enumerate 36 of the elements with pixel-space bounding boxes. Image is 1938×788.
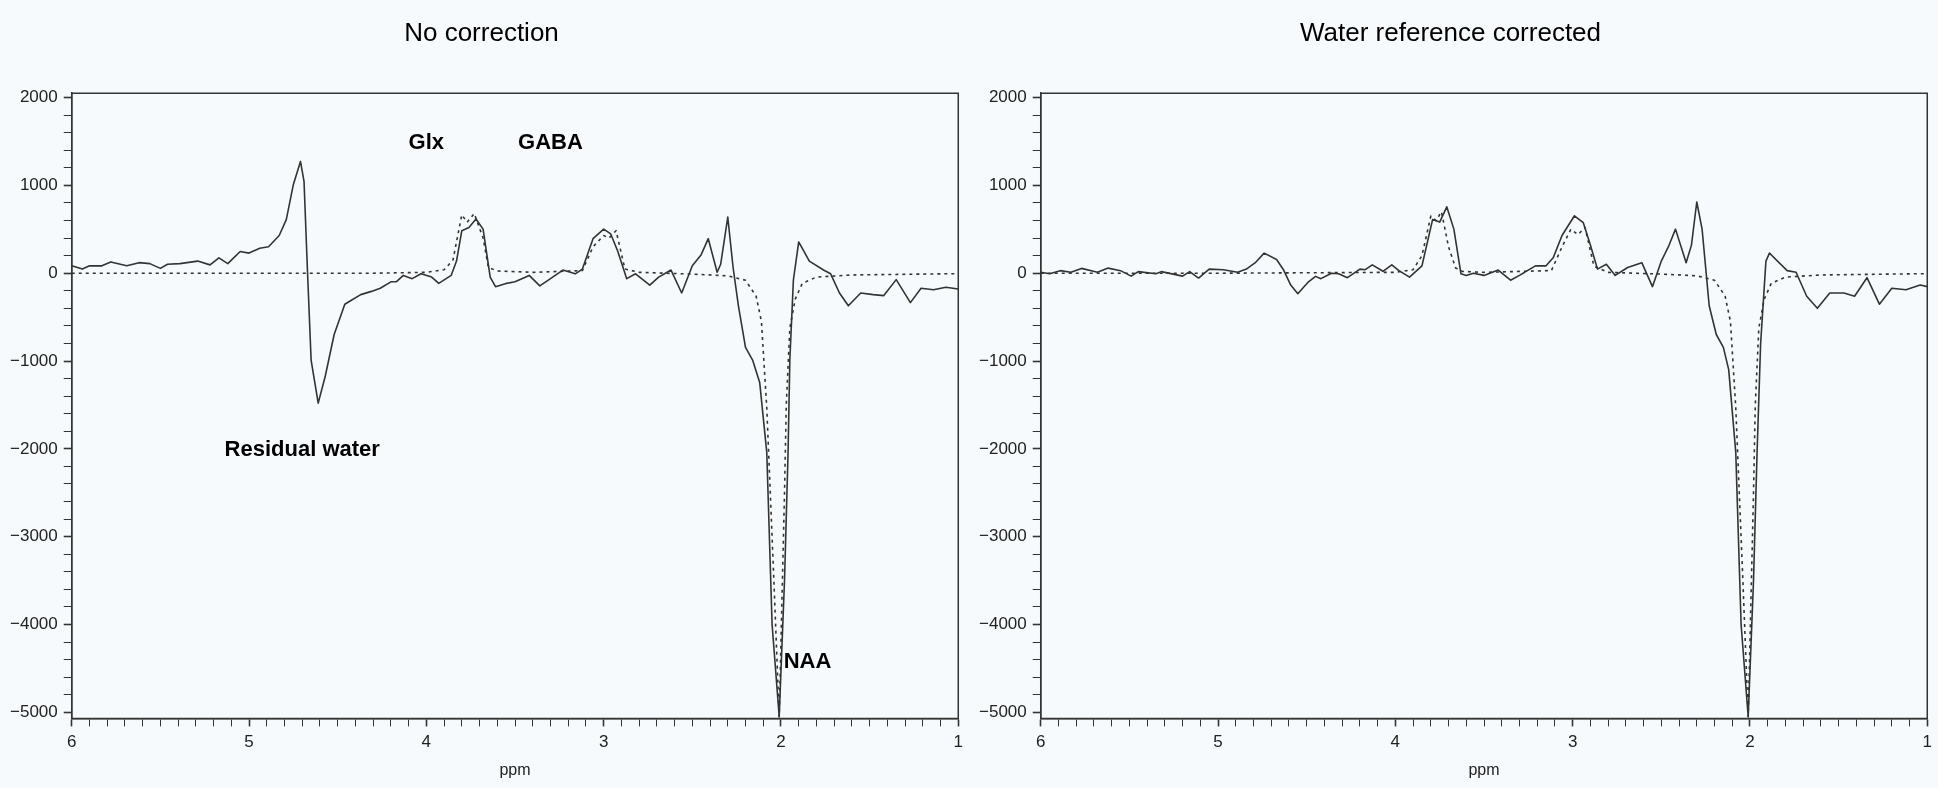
- y-tick-label: −1000: [979, 350, 1027, 370]
- x-tick-label: 4: [1390, 732, 1401, 752]
- chart-title: No correction: [404, 16, 559, 47]
- x-tick-label: 3: [1567, 732, 1578, 752]
- x-axis-title: ppm: [1468, 760, 1500, 778]
- y-tick-label: −2000: [979, 438, 1027, 458]
- x-tick-label: 5: [1213, 732, 1223, 752]
- x-tick-label: 6: [1036, 732, 1046, 752]
- x-tick-label: 5: [244, 732, 254, 752]
- y-tick-label: 1000: [988, 175, 1027, 195]
- y-tick-label: 2000: [19, 87, 58, 107]
- x-tick-label: 2: [776, 732, 786, 752]
- y-tick-label: −4000: [979, 614, 1027, 634]
- x-tick-label: 1: [953, 732, 964, 752]
- annotation: NAA: [783, 648, 832, 674]
- y-tick-label: 0: [1017, 262, 1027, 282]
- y-tick-label: 0: [48, 262, 58, 282]
- y-tick-label: −4000: [10, 614, 58, 634]
- annotation: Residual water: [224, 435, 381, 461]
- x-tick-label: 3: [598, 732, 609, 752]
- x-tick-label: 2: [1745, 732, 1755, 752]
- chart-title: Water reference corrected: [1299, 16, 1602, 47]
- y-tick-label: −5000: [979, 701, 1027, 721]
- x-tick-label: 6: [67, 732, 77, 752]
- y-tick-label: 1000: [19, 175, 58, 195]
- y-tick-label: −2000: [10, 438, 58, 458]
- y-tick-label: −5000: [10, 701, 58, 721]
- y-tick-label: −3000: [979, 526, 1027, 546]
- annotation: GABA: [518, 129, 583, 155]
- y-tick-label: −3000: [10, 526, 58, 546]
- y-tick-label: 2000: [988, 87, 1027, 107]
- x-tick-label: 1: [1922, 732, 1933, 752]
- y-tick-label: −1000: [10, 350, 58, 370]
- x-axis-title: ppm: [499, 760, 531, 778]
- x-tick-label: 4: [421, 732, 432, 752]
- annotation: Glx: [408, 129, 445, 155]
